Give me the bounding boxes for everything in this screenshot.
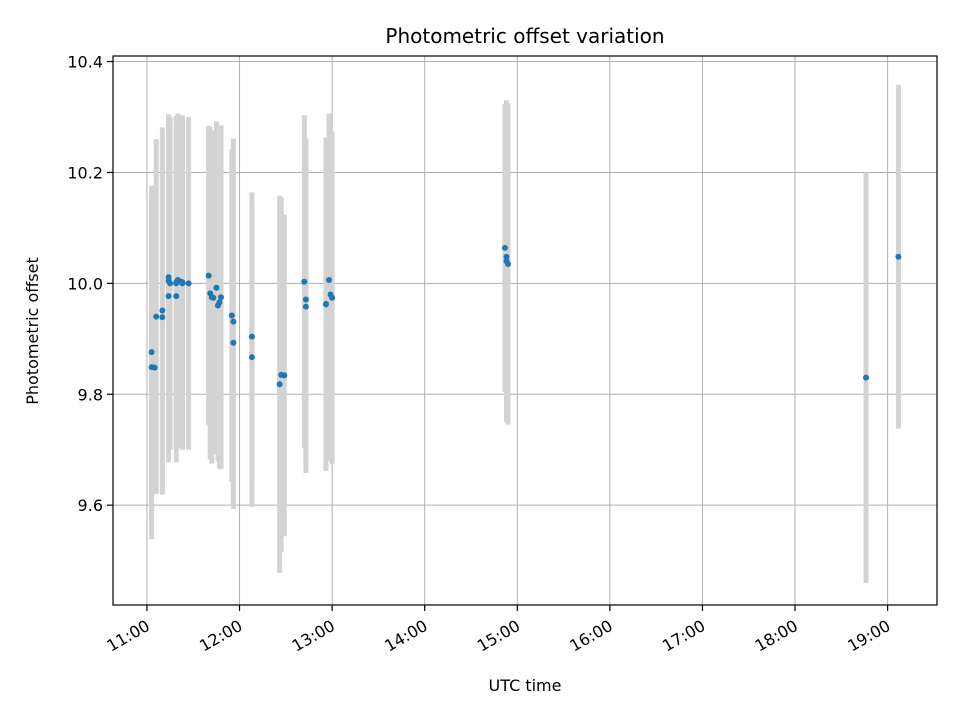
y-tick-label: 9.8 (78, 385, 103, 404)
data-point (329, 294, 336, 301)
data-point (159, 307, 166, 314)
data-point (228, 312, 235, 319)
data-point (248, 354, 255, 361)
data-point (326, 277, 333, 284)
data-point (185, 280, 192, 287)
data-point (165, 274, 172, 281)
x-tick-label: 13:00 (289, 616, 338, 656)
x-tick-label: 18:00 (752, 616, 801, 656)
data-point (173, 279, 180, 286)
x-tick-label: 19:00 (844, 616, 893, 656)
data-point (895, 253, 902, 260)
x-tick-label: 16:00 (566, 616, 615, 656)
data-point (216, 299, 223, 306)
data-point (863, 374, 870, 381)
data-point (159, 314, 166, 321)
x-tick-label: 14:00 (381, 616, 430, 656)
data-point (179, 280, 186, 287)
data-point (301, 278, 308, 285)
y-tick-label: 10.0 (67, 274, 103, 293)
data-points (148, 244, 902, 388)
data-point (173, 293, 180, 300)
chart-title: Photometric offset variation (385, 24, 664, 48)
y-tick-label: 9.6 (78, 496, 103, 515)
data-point (230, 318, 237, 325)
x-tick-label: 11:00 (104, 616, 153, 656)
data-point (322, 300, 329, 307)
data-point (205, 272, 212, 279)
y-tick-label: 10.4 (67, 53, 103, 72)
data-point (276, 381, 283, 388)
x-axis-ticks: 11:00 12:00 13:00 14:00 15:00 16:00 17:00 18:00… (104, 605, 894, 656)
data-point (167, 280, 174, 287)
data-point (151, 364, 158, 371)
data-point (302, 303, 309, 310)
data-point (153, 313, 160, 320)
plot-background (113, 56, 937, 605)
x-tick-label: 15:00 (474, 616, 523, 656)
data-point (230, 339, 237, 346)
x-axis-label: UTC time (489, 676, 562, 695)
data-point (248, 333, 255, 340)
data-point (281, 372, 288, 379)
data-point (213, 284, 220, 291)
x-tick-label: 12:00 (196, 616, 245, 656)
y-axis-ticks: 9.6 9.8 10.0 10.2 10.4 (67, 53, 113, 515)
x-tick-label: 17:00 (659, 616, 708, 656)
data-point (505, 260, 512, 267)
plot-frame (112, 55, 938, 606)
data-point (148, 349, 155, 356)
data-point (501, 244, 508, 251)
data-point (210, 294, 217, 301)
data-point (503, 253, 510, 260)
y-axis-label: Photometric offset (23, 257, 42, 405)
y-tick-label: 10.2 (67, 163, 103, 182)
data-point (165, 293, 172, 300)
data-point (302, 296, 309, 303)
data-point (218, 294, 225, 301)
